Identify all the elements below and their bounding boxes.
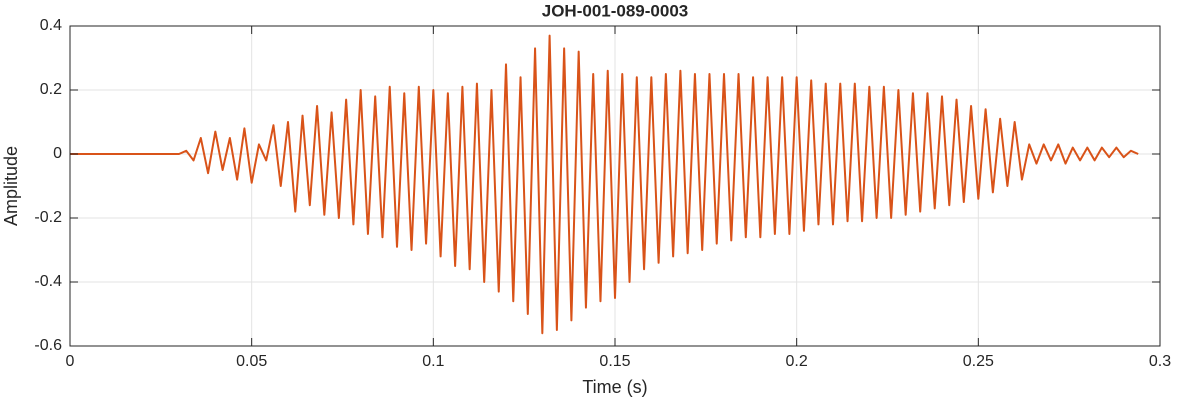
y-tick-label: -0.4 xyxy=(34,273,62,290)
x-tick-label: 0.25 xyxy=(963,353,994,370)
waveform xyxy=(70,34,1139,335)
x-tick-label: 0.15 xyxy=(599,353,630,370)
y-tick-label: 0.4 xyxy=(40,17,62,34)
x-axis-label: Time (s) xyxy=(582,377,647,397)
x-tick-label: 0.3 xyxy=(1149,353,1171,370)
y-tick-label: 0 xyxy=(53,145,62,162)
y-tick-label: -0.2 xyxy=(34,209,62,226)
x-tick-label: 0.05 xyxy=(236,353,267,370)
y-axis-label: Amplitude xyxy=(1,146,21,226)
y-tick-label: -0.6 xyxy=(34,337,62,354)
x-tick-label: 0.2 xyxy=(786,353,808,370)
plot xyxy=(70,34,1139,335)
x-tick-label: 0.1 xyxy=(422,353,444,370)
chart-title: JOH-001-089-0003 xyxy=(542,1,688,20)
x-tick-label: 0 xyxy=(66,353,75,370)
y-tick-label: 0.2 xyxy=(40,81,62,98)
